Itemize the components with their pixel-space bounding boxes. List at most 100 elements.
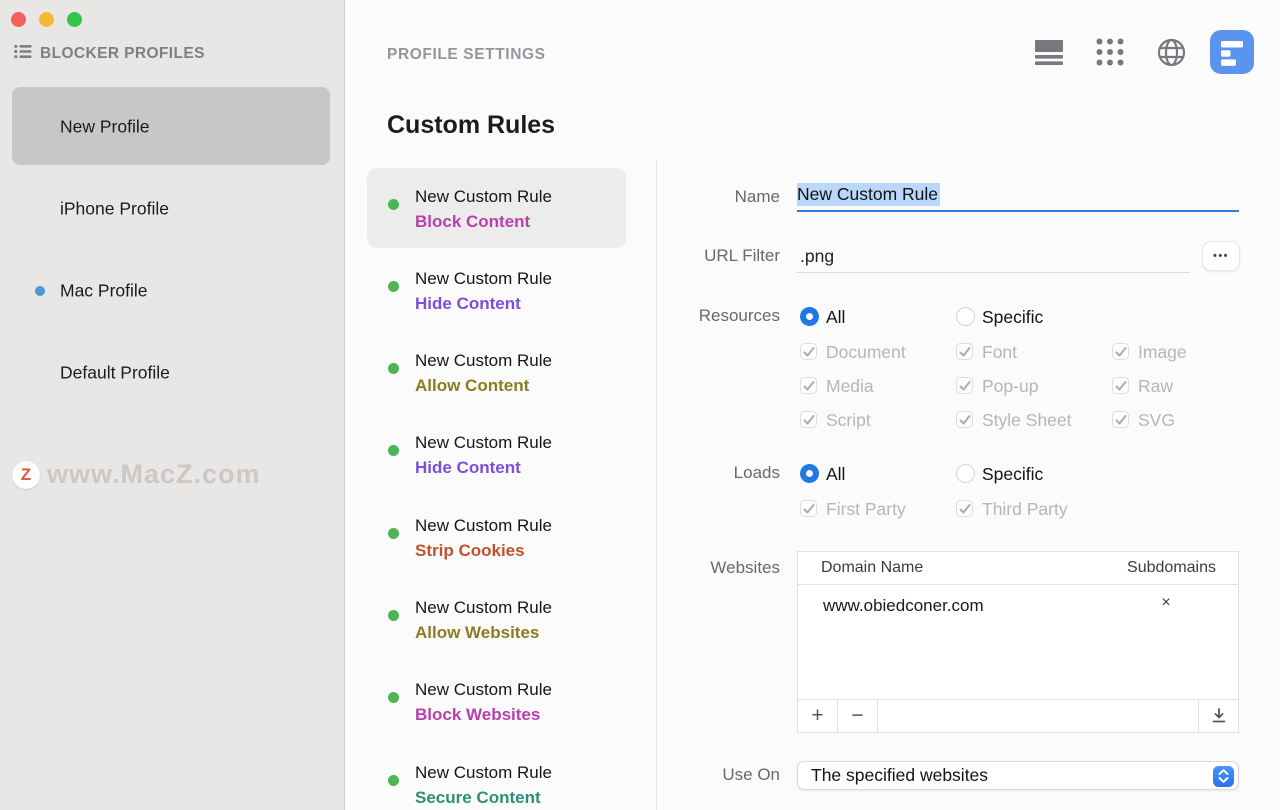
- use-on-value: The specified websites: [811, 765, 989, 785]
- minimize-button[interactable]: [39, 12, 54, 27]
- sidebar-item-mac-profile[interactable]: Mac Profile: [0, 250, 345, 332]
- rule-title: New Custom Rule: [415, 516, 552, 535]
- sidebar-item-new-profile[interactable]: New Profile: [0, 86, 345, 168]
- resource-checkbox-media[interactable]: [800, 377, 817, 394]
- sidebar-header: BLOCKER PROFILES: [14, 44, 205, 64]
- rule-action: Allow Content: [415, 376, 530, 395]
- resource-checkbox-script[interactable]: [800, 411, 817, 428]
- globe-icon: [1157, 38, 1185, 66]
- website-domain: www.obiedconer.com: [823, 596, 984, 615]
- rule-title: New Custom Rule: [415, 680, 552, 699]
- websites-view-button[interactable]: [1149, 30, 1193, 74]
- resource-checkbox-label: Style Sheet: [982, 410, 1072, 430]
- rule-enabled-dot: [388, 775, 399, 786]
- websites-label: Websites: [710, 558, 780, 577]
- url-filter-more-button[interactable]: •••: [1202, 241, 1240, 271]
- name-input[interactable]: New Custom Rule: [797, 183, 1239, 212]
- rule-action: Block Content: [415, 212, 531, 231]
- rule-enabled-dot: [388, 692, 399, 703]
- add-website-button[interactable]: +: [798, 700, 838, 732]
- loads-checkbox-first-party[interactable]: [800, 500, 817, 517]
- check-icon: [1115, 415, 1126, 425]
- url-filter-label: URL Filter: [704, 246, 780, 265]
- rule-list-item[interactable]: New Custom Rule Allow Content: [367, 332, 626, 412]
- rule-action: Secure Content: [415, 788, 541, 807]
- loads-label: Loads: [733, 463, 780, 482]
- panel-divider: [656, 160, 657, 810]
- loads-all-label: All: [826, 464, 846, 484]
- profile-name: Default Profile: [60, 362, 170, 383]
- websites-toolbar: + −: [798, 699, 1238, 732]
- loads-specific-radio[interactable]: [956, 464, 975, 483]
- rule-list-item[interactable]: New Custom Rule Block Websites: [367, 661, 626, 741]
- rule-list-item[interactable]: New Custom Rule Hide Content: [367, 250, 626, 330]
- subdomains-column-header: Subdomains: [1127, 559, 1216, 576]
- rule-title: New Custom Rule: [415, 351, 552, 370]
- resource-checkbox-stylesheet[interactable]: [956, 411, 973, 428]
- rule-list-item[interactable]: New Custom Rule Block Content: [367, 168, 626, 248]
- rule-list-item[interactable]: New Custom Rule Strip Cookies: [367, 497, 626, 577]
- profile-name: New Profile: [60, 116, 150, 137]
- rule-list-item[interactable]: New Custom Rule Hide Content: [367, 414, 626, 494]
- resource-checkbox-raw[interactable]: [1112, 377, 1129, 394]
- rule-title: New Custom Rule: [415, 433, 552, 452]
- resource-checkbox-label: Media: [826, 376, 874, 396]
- website-row[interactable]: www.obiedconer.com ×: [798, 585, 1238, 625]
- loads-checkbox-third-party[interactable]: [956, 500, 973, 517]
- close-button[interactable]: [11, 12, 26, 27]
- list-view-button[interactable]: [1027, 30, 1071, 74]
- url-filter-underline: [797, 272, 1190, 273]
- check-icon: [803, 347, 814, 357]
- rule-title: New Custom Rule: [415, 763, 552, 782]
- resource-checkbox-popup[interactable]: [956, 377, 973, 394]
- select-chevrons-icon: [1213, 765, 1234, 787]
- resource-checkbox-svg[interactable]: [1112, 411, 1129, 428]
- resources-specific-label: Specific: [982, 307, 1044, 327]
- rule-action: Allow Websites: [415, 623, 540, 642]
- loads-all-radio[interactable]: [800, 464, 819, 483]
- loads-checkbox-label: First Party: [826, 499, 906, 519]
- view-switcher: [1010, 30, 1254, 74]
- check-icon: [1115, 381, 1126, 391]
- resources-all-label: All: [826, 307, 846, 327]
- loads-checkbox-label: Third Party: [982, 499, 1068, 519]
- resource-checkbox-label: Pop-up: [982, 376, 1039, 396]
- list-view-icon: [1035, 40, 1063, 65]
- websites-table-header: Domain Name Subdomains: [798, 552, 1238, 585]
- domain-name-column-header: Domain Name: [821, 559, 924, 576]
- name-input-value: New Custom Rule: [797, 183, 941, 206]
- rule-list-item[interactable]: New Custom Rule Secure Content: [367, 744, 626, 810]
- remove-website-button[interactable]: −: [838, 700, 878, 732]
- check-icon: [803, 415, 814, 425]
- rule-action: Hide Content: [415, 294, 521, 313]
- check-icon: [803, 381, 814, 391]
- rule-action: Block Websites: [415, 705, 541, 724]
- rule-enabled-dot: [388, 199, 399, 210]
- url-filter-input[interactable]: .png: [800, 246, 835, 266]
- rule-list-item[interactable]: New Custom Rule Allow Websites: [367, 579, 626, 659]
- grid-view-button[interactable]: [1088, 30, 1132, 74]
- import-websites-button[interactable]: [1198, 700, 1238, 732]
- sidebar-item-iphone-profile[interactable]: iPhone Profile: [0, 168, 345, 250]
- resource-checkbox-document[interactable]: [800, 343, 817, 360]
- resources-all-radio[interactable]: [800, 307, 819, 326]
- window-controls: [11, 12, 82, 27]
- sidebar-item-default-profile[interactable]: Default Profile: [0, 332, 345, 414]
- check-icon: [959, 415, 970, 425]
- rule-action: Strip Cookies: [415, 541, 525, 560]
- profile-name: iPhone Profile: [60, 198, 169, 219]
- grid-dots-icon: [1096, 38, 1124, 66]
- resource-checkbox-label: SVG: [1138, 410, 1175, 430]
- use-on-select[interactable]: The specified websites: [797, 761, 1239, 790]
- resource-checkbox-image[interactable]: [1112, 343, 1129, 360]
- zoom-button[interactable]: [67, 12, 82, 27]
- resources-specific-radio[interactable]: [956, 307, 975, 326]
- custom-rules-view-button[interactable]: [1210, 30, 1254, 74]
- profile-name: Mac Profile: [60, 280, 148, 301]
- use-on-label: Use On: [722, 765, 780, 784]
- resource-checkbox-font[interactable]: [956, 343, 973, 360]
- subdomains-remove-button[interactable]: ×: [1161, 594, 1171, 611]
- profile-active-dot: [35, 286, 45, 296]
- loads-specific-label: Specific: [982, 464, 1044, 484]
